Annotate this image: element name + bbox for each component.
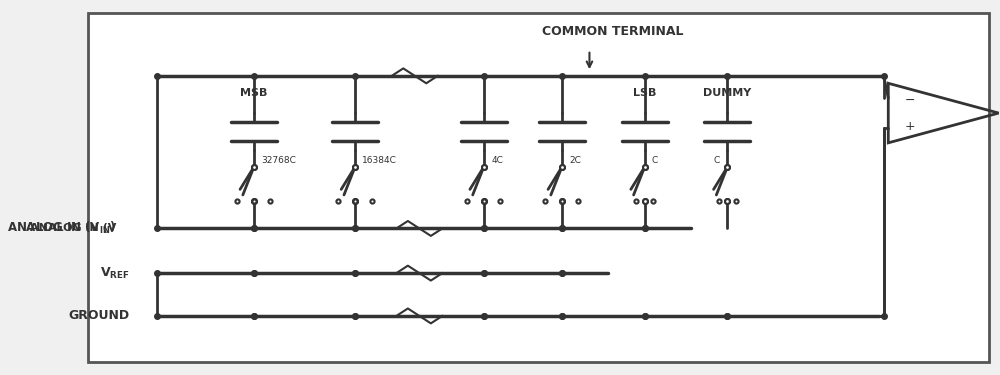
Text: 32768C: 32768C: [261, 156, 296, 165]
Text: 4C: 4C: [491, 156, 503, 165]
Text: MSB: MSB: [240, 88, 268, 98]
Text: GROUND: GROUND: [69, 309, 130, 322]
Text: LSB: LSB: [633, 88, 656, 98]
Text: COMMON TERMINAL: COMMON TERMINAL: [542, 25, 683, 38]
Text: DUMMY: DUMMY: [703, 88, 752, 98]
Text: C: C: [652, 156, 658, 165]
Text: C: C: [714, 156, 720, 165]
Text: ANALOG IN (V$_{\mathregular{IN}}$): ANALOG IN (V$_{\mathregular{IN}}$): [7, 220, 116, 237]
Text: V$_{\mathregular{REF}}$: V$_{\mathregular{REF}}$: [100, 266, 130, 280]
Text: −: −: [905, 93, 915, 106]
FancyBboxPatch shape: [88, 12, 989, 363]
Text: +: +: [905, 120, 915, 133]
Text: 2C: 2C: [569, 156, 581, 165]
Text: ANALOG IN (V: ANALOG IN (V: [30, 224, 116, 234]
Text: 16384C: 16384C: [362, 156, 397, 165]
